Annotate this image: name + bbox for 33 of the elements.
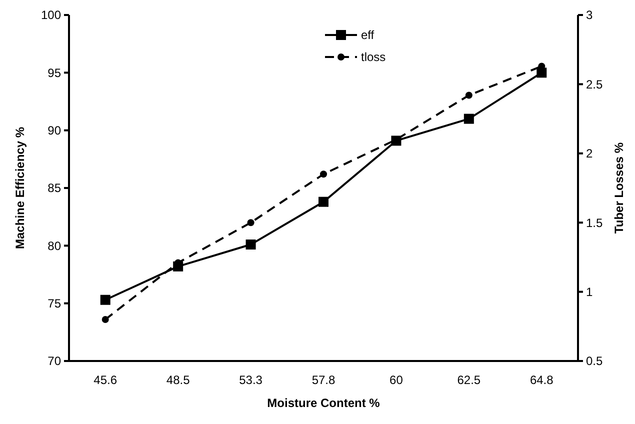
y-tick-label: 90: [48, 124, 62, 138]
x-tick-label: 45.6: [94, 373, 118, 387]
point: [246, 240, 256, 250]
y2-tick-label: 1.5: [586, 216, 604, 230]
point: [100, 294, 110, 305]
y2-tick-label: 0.5: [586, 354, 604, 368]
y2-tick-label: 3: [586, 8, 593, 22]
y2-tick-label: 2: [586, 146, 593, 161]
y2-tick-label: 2.5: [586, 77, 604, 92]
y-tick-label: 70: [48, 354, 62, 368]
y-tick-label: 100: [40, 8, 62, 22]
y-tick-label: 75: [48, 296, 62, 311]
y-tick-label: 85: [48, 181, 62, 196]
x-tick-label: 53.3: [239, 373, 263, 387]
point: [465, 92, 472, 99]
x-tick-label: 62.5: [457, 373, 481, 387]
y-tick-label: 80: [48, 238, 62, 253]
point: [247, 219, 254, 226]
x-tick-label: 64.8: [530, 373, 554, 387]
point: [320, 170, 327, 178]
point: [464, 114, 474, 124]
y-axis-title: Machine Efficiency %: [13, 126, 27, 250]
y2-axis-title: Tuber Losses %: [612, 142, 626, 234]
x-tick-label: 60: [390, 373, 404, 387]
point: [318, 196, 328, 207]
x-tick-label: 57.8: [312, 373, 336, 387]
y-tick-label: 95: [48, 66, 62, 80]
y2-tick-label: 1: [586, 285, 593, 299]
point: [102, 316, 109, 323]
x-axis-title: Moisture Content %: [267, 396, 380, 410]
x-tick-label: 48.5: [166, 373, 190, 387]
legend-label: tloss: [361, 50, 386, 64]
legend-label: eff: [361, 28, 375, 42]
